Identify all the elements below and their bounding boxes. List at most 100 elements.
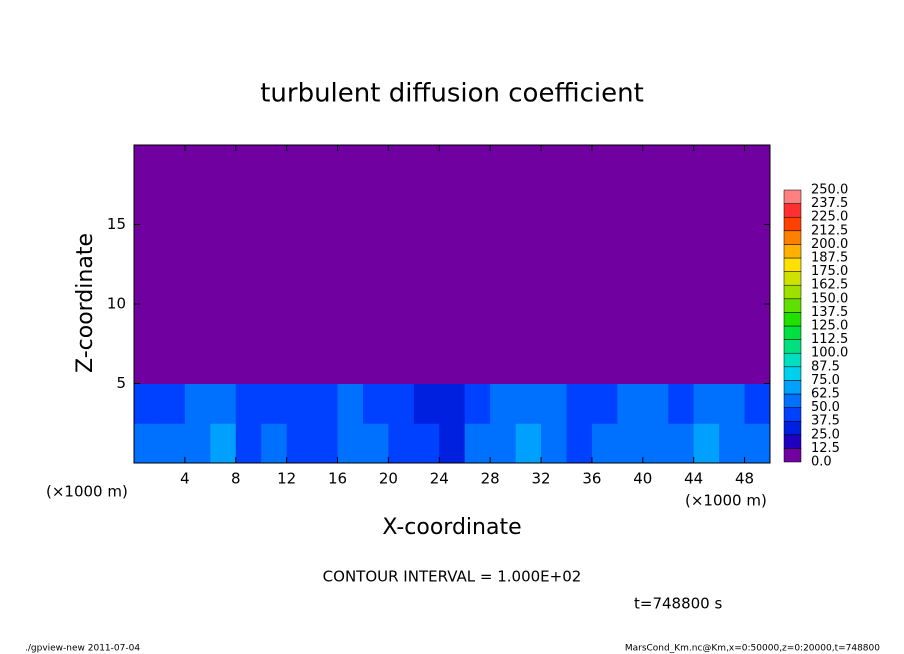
heat-cell: [134, 423, 160, 464]
heat-cell: [312, 184, 339, 225]
heat-cell: [668, 184, 695, 225]
colorbar-band: [783, 216, 802, 232]
heat-cell: [388, 224, 415, 265]
heat-cell: [464, 383, 491, 424]
heat-cell: [362, 343, 389, 384]
heat-cell: [286, 264, 313, 305]
heat-cell: [693, 224, 720, 265]
heat-cell: [184, 423, 211, 464]
heat-cell: [719, 423, 746, 464]
x-tick-label: 28: [481, 470, 500, 488]
heat-cell: [490, 304, 517, 345]
colorbar-band: [783, 339, 802, 354]
heat-cell: [693, 383, 720, 424]
colorbar-label: 0.0: [811, 455, 832, 470]
heat-cell: [261, 343, 288, 384]
heat-cell: [134, 145, 160, 186]
heat-cell: [591, 423, 618, 464]
colorbar-label: 50.0: [811, 400, 840, 415]
heat-cell: [388, 264, 415, 305]
heat-cell: [184, 184, 211, 225]
contour-note: CONTOUR INTERVAL = 1.000E+02: [323, 568, 582, 586]
heat-cell: [439, 343, 466, 384]
colorbar-band: [783, 284, 802, 300]
heat-cell: [668, 224, 695, 265]
heat-cell: [591, 343, 618, 384]
colorbar-label: 137.5: [811, 305, 848, 320]
x-tick-label: 32: [531, 470, 550, 488]
heat-cell: [337, 145, 364, 186]
heat-cell: [668, 304, 695, 345]
heat-cell: [261, 145, 288, 186]
heat-cell: [261, 264, 288, 305]
heat-cell: [719, 383, 746, 424]
heat-cell: [464, 264, 491, 305]
heat-cell: [642, 304, 669, 345]
heat-cell: [693, 145, 720, 186]
heat-cell: [159, 184, 186, 225]
heat-cell: [286, 304, 313, 345]
heat-cell: [744, 264, 771, 305]
heat-cell: [642, 184, 669, 225]
colorbar-label: 125.0: [811, 319, 848, 334]
heat-cell: [617, 304, 644, 345]
heat-cell: [744, 184, 771, 225]
heat-cell: [413, 264, 440, 305]
heat-cell: [719, 224, 746, 265]
heat-cell: [617, 264, 644, 305]
heat-cell: [566, 423, 593, 464]
colorbar-band: [783, 448, 802, 463]
colorbar-label: 112.5: [811, 332, 848, 347]
colorbar-band: [783, 244, 802, 259]
heat-cell: [617, 224, 644, 265]
heat-cell: [566, 264, 593, 305]
heat-cell: [337, 264, 364, 305]
heat-cell: [515, 224, 542, 265]
heat-cell: [719, 145, 746, 186]
colorbar-label: 150.0: [811, 291, 848, 306]
heat-cell: [515, 184, 542, 225]
heat-cell: [744, 343, 771, 384]
heat-cell: [413, 304, 440, 345]
heat-cell: [184, 343, 211, 384]
heat-cell: [159, 264, 186, 305]
heat-cell: [642, 423, 669, 464]
x-unit: (×1000 m): [46, 483, 128, 501]
heat-cell: [439, 145, 466, 186]
heat-cell: [413, 145, 440, 186]
heat-cell: [134, 224, 160, 265]
heat-cell: [286, 184, 313, 225]
x-unit: (×1000 m): [685, 492, 767, 510]
heat-cell: [388, 184, 415, 225]
heat-cell: [617, 184, 644, 225]
colorbar-band: [783, 203, 802, 218]
heat-cell: [566, 224, 593, 265]
colorbar-label: 225.0: [811, 210, 848, 225]
x-axis-label: X-coordinate: [382, 515, 521, 540]
heat-cell: [312, 264, 339, 305]
heat-cell: [286, 423, 313, 464]
heat-cell: [134, 383, 160, 424]
x-tick-label: 40: [633, 470, 652, 488]
heat-cell: [515, 383, 542, 424]
x-tick-label: 48: [735, 470, 754, 488]
heat-cell: [719, 264, 746, 305]
heat-cell: [210, 383, 237, 424]
colorbar-label: 175.0: [811, 264, 848, 279]
x-tick-label: 16: [328, 470, 347, 488]
heat-cell: [134, 184, 160, 225]
heat-cell: [693, 423, 720, 464]
heat-cell: [210, 423, 237, 464]
heat-cell: [693, 343, 720, 384]
heat-cell: [668, 383, 695, 424]
heat-cell: [312, 383, 339, 424]
heat-cell: [541, 343, 567, 384]
heat-cell: [312, 304, 339, 345]
heat-cell: [362, 383, 389, 424]
colorbar-label: 187.5: [811, 251, 848, 266]
heat-cell: [235, 264, 262, 305]
heat-cell: [184, 145, 211, 186]
heat-cell: [668, 145, 695, 186]
heat-cell: [210, 184, 237, 225]
heat-cell: [693, 304, 720, 345]
